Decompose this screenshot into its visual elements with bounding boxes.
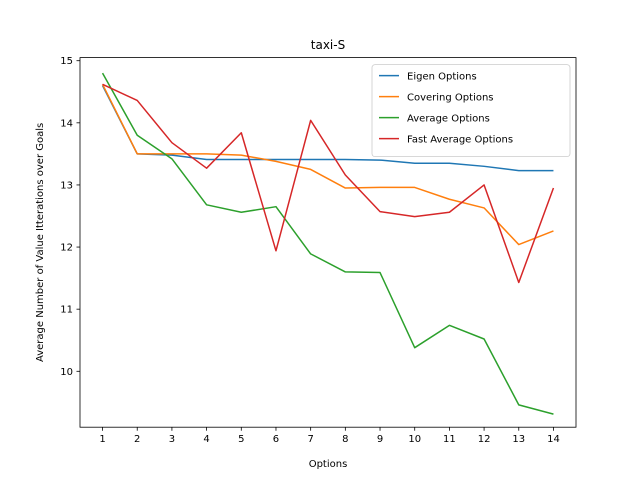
- x-tick-label: 7: [307, 434, 313, 445]
- x-tick-label: 9: [377, 434, 383, 445]
- chart-title: taxi-S: [311, 38, 345, 52]
- x-axis-label: Options: [309, 459, 348, 470]
- legend-label: Eigen Options: [407, 72, 477, 83]
- legend-label: Fast Average Options: [407, 135, 513, 146]
- y-tick-label: 15: [60, 56, 73, 67]
- series-line-eigen-options: [101, 85, 554, 172]
- plot-area: [101, 72, 555, 415]
- x-tick-label: 3: [169, 434, 175, 445]
- y-axis: 10 11 12 13 14 15: [60, 56, 80, 378]
- y-tick-label: 12: [60, 243, 73, 254]
- x-axis: 1 2 3 4 5 6 7 8 9 10 11 12 13 14: [99, 427, 560, 445]
- series-line-average-options: [101, 72, 554, 415]
- y-tick-label: 13: [60, 180, 73, 191]
- x-tick-label: 5: [238, 434, 244, 445]
- x-tick-label: 14: [547, 434, 560, 445]
- x-tick-label: 8: [342, 434, 348, 445]
- legend-label: Covering Options: [407, 93, 494, 104]
- y-axis-label: Average Number of Value Itterations over…: [35, 123, 46, 362]
- x-tick-label: 12: [478, 434, 491, 445]
- y-tick-label: 10: [60, 367, 73, 378]
- x-tick-label: 2: [134, 434, 140, 445]
- y-tick-label: 14: [60, 118, 73, 129]
- x-tick-label: 10: [408, 434, 421, 445]
- x-tick-label: 11: [443, 434, 456, 445]
- legend: Eigen Options Covering Options Average Opt…: [371, 64, 571, 157]
- series-line-fast-average-options: [102, 83, 555, 284]
- x-tick-label: 6: [273, 434, 279, 445]
- plot-frame: [79, 57, 577, 428]
- legend-box: [371, 64, 571, 157]
- x-tick-label: 13: [512, 434, 525, 445]
- y-tick-label: 11: [60, 305, 73, 316]
- x-tick-label: 4: [203, 434, 209, 445]
- series-line-covering-options: [101, 83, 554, 246]
- legend-label: Average Options: [407, 114, 490, 125]
- x-tick-label: 1: [99, 434, 105, 445]
